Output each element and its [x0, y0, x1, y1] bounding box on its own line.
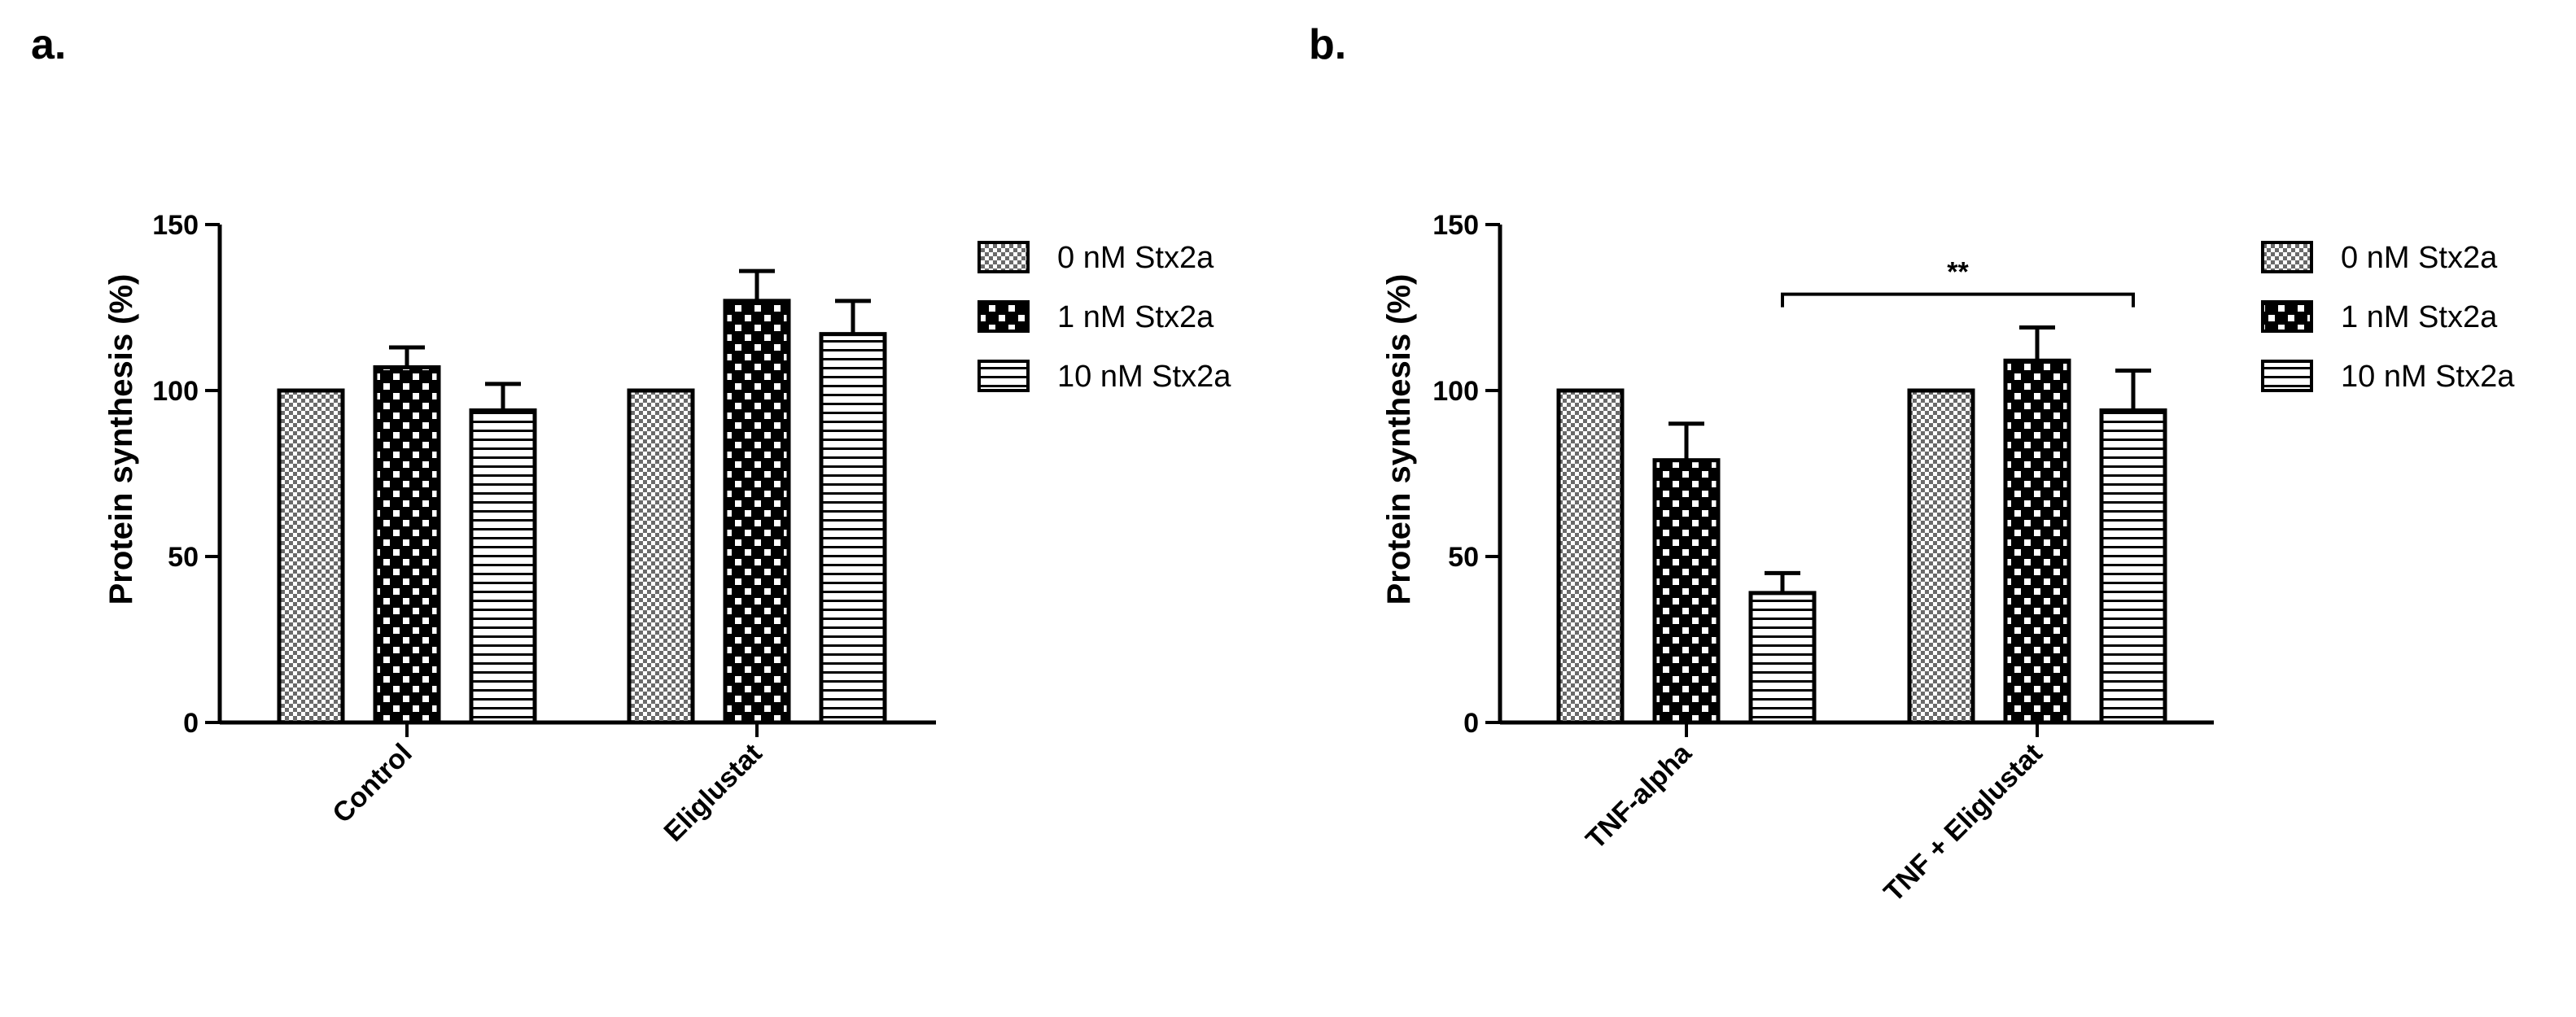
x-category-label: Eliglustat	[658, 738, 768, 848]
bar	[277, 388, 345, 725]
legend-swatch	[2261, 360, 2313, 392]
plot-area: 0 50 100 150 Control Eliglustat	[152, 210, 936, 848]
legend-swatch	[2261, 241, 2313, 273]
y-tick-label: 100	[152, 376, 199, 407]
significance-label: **	[1947, 257, 1969, 288]
x-category-label: Control	[326, 738, 418, 829]
legend-swatch	[977, 360, 1030, 392]
panel-label: a.	[31, 21, 66, 68]
bar	[1652, 458, 1721, 725]
plot-area: 0 50 100 150 TNF-alpha TNF + Eliglustat **	[1432, 210, 2214, 908]
y-tick-label: 50	[168, 542, 199, 573]
legend-swatch	[977, 300, 1030, 333]
bar	[819, 332, 887, 725]
legend-label: 10 nM Stx2a	[1057, 360, 1231, 394]
panel-label: b.	[1309, 21, 1346, 68]
bar	[1748, 591, 1817, 725]
bar	[723, 299, 791, 725]
y-axis-label: Protein synthesis (%)	[103, 274, 139, 605]
y-axis-label: Protein synthesis (%)	[1381, 274, 1417, 605]
y-tick-label: 50	[1448, 542, 1479, 573]
bar	[373, 364, 441, 725]
bar	[627, 388, 695, 725]
significance-bracket	[1781, 292, 2135, 308]
bar	[2003, 358, 2071, 725]
y-tick-label: 0	[1463, 708, 1479, 739]
y-tick-label: 150	[1432, 210, 1479, 241]
legend-label: 0 nM Stx2a	[1057, 241, 1214, 275]
bar	[1556, 388, 1625, 725]
legend-label: 1 nM Stx2a	[2341, 300, 2498, 334]
legend-label: 10 nM Stx2a	[2341, 360, 2515, 394]
y-tick-label: 150	[152, 210, 199, 241]
bar	[2099, 408, 2167, 725]
legend-swatch	[977, 241, 1030, 273]
y-tick-label: 100	[1432, 376, 1479, 407]
legend: 0 nM Stx2a 1 nM Stx2a 10 nM Stx2a	[977, 241, 1231, 394]
y-tick-label: 0	[183, 708, 199, 739]
bar	[469, 408, 537, 725]
x-category-label: TNF-alpha	[1580, 737, 1698, 855]
bar	[1907, 388, 1975, 725]
chart-panel-a: a. 0 50 100 150 Control Eliglustat Protein sy…	[31, 21, 1231, 848]
legend: 0 nM Stx2a 1 nM Stx2a 10 nM Stx2a	[2261, 241, 2515, 394]
legend-swatch	[2261, 300, 2313, 333]
legend-label: 1 nM Stx2a	[1057, 300, 1214, 334]
legend-label: 0 nM Stx2a	[2341, 241, 2498, 275]
x-category-label: TNF + Eliglustat	[1878, 738, 2048, 908]
